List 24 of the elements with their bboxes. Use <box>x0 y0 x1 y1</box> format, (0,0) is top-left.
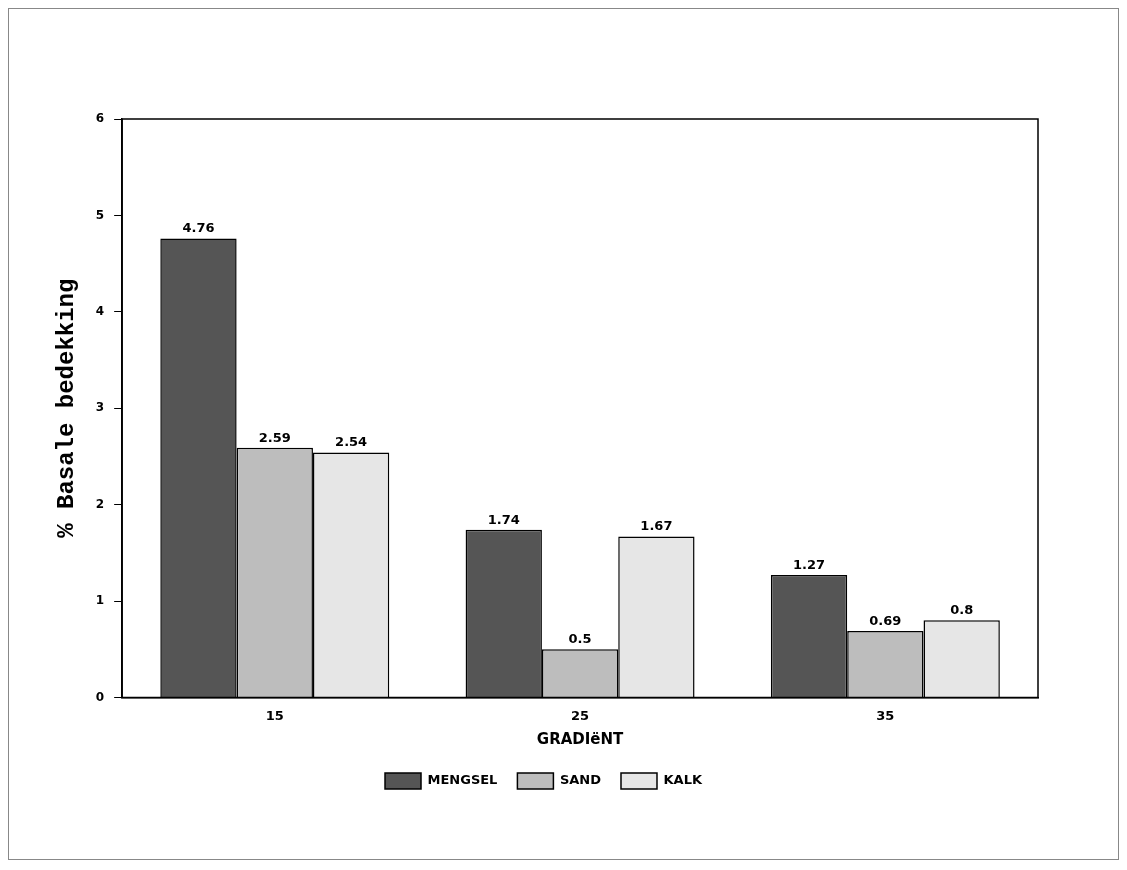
legend-label: SAND <box>559 772 602 788</box>
x-tick-label: 35 <box>876 707 895 723</box>
y-tick-label: 2 <box>95 496 105 511</box>
data-label: 1.67 <box>640 518 673 534</box>
y-tick-label: 1 <box>95 593 105 608</box>
data-label: 2.54 <box>335 434 368 450</box>
data-label: 2.59 <box>258 429 291 445</box>
y-tick-label: 0 <box>95 689 105 704</box>
y-tick-label: 5 <box>95 207 105 222</box>
x-tick-label: 25 <box>571 707 590 723</box>
data-label: 1.74 <box>487 511 520 527</box>
data-label: 4.76 <box>182 220 215 236</box>
y-axis-title: % Basale bedekking <box>53 278 81 538</box>
data-label: 0.69 <box>869 612 902 628</box>
data-label: 0.8 <box>950 602 974 618</box>
y-tick-label: 3 <box>95 400 105 415</box>
y-tick-label: 6 <box>95 111 105 126</box>
y-tick-label: 4 <box>95 303 105 318</box>
x-axis-title: GRADIëNT <box>536 729 625 748</box>
legend-label: MENGSEL <box>427 772 498 788</box>
data-label: 1.27 <box>793 556 826 572</box>
legend-label: KALK <box>663 772 703 788</box>
x-tick-label: 15 <box>265 707 284 723</box>
data-label: 0.5 <box>568 631 592 647</box>
